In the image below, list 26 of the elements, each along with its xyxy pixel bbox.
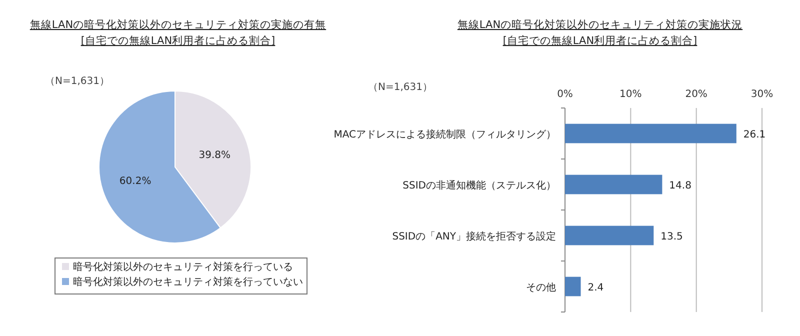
bar — [565, 226, 654, 246]
y-tick-label: SSIDの「ANY」接続を拒否する設定 — [392, 230, 556, 242]
chart-subtitle: [自宅での無線LAN利用者に占める割合] — [80, 34, 276, 47]
text: （N=1,631） — [368, 82, 432, 93]
x-tick-label: 10% — [620, 89, 642, 100]
data-label: 14.8 — [669, 180, 692, 192]
bar — [565, 174, 662, 194]
x-tick-label: 20% — [685, 89, 708, 100]
text: （N=1,631） — [45, 76, 110, 87]
legend-label: 暗号化対策以外のセキュリティ対策を行っている — [73, 261, 293, 273]
y-tick-label: MACアドレスによる接続制限（フィルタリング） — [334, 128, 556, 140]
bar — [565, 124, 736, 144]
x-tick-label: 0% — [557, 89, 573, 100]
bar — [565, 276, 581, 296]
y-tick-label: SSIDの非通知機能（ステルス化） — [402, 180, 556, 192]
legend-label: 暗号化対策以外のセキュリティ対策を行っていない — [73, 276, 303, 288]
data-label: 39.8% — [198, 150, 231, 161]
data-label: 26.1 — [743, 130, 766, 140]
chart-title: 無線LANの暗号化対策以外のセキュリティ対策の実施の有無 — [30, 18, 326, 31]
data-label: 2.4 — [588, 282, 604, 294]
chart-title: 無線LANの暗号化対策以外のセキュリティ対策の実施状況 — [457, 18, 743, 31]
y-tick-label: その他 — [526, 282, 556, 294]
x-tick-label: 30% — [750, 89, 774, 100]
chart-subtitle: [自宅での無線LAN利用者に占める割合] — [502, 34, 698, 47]
data-label: 60.2% — [119, 176, 152, 188]
data-label: 13.5 — [660, 232, 683, 242]
